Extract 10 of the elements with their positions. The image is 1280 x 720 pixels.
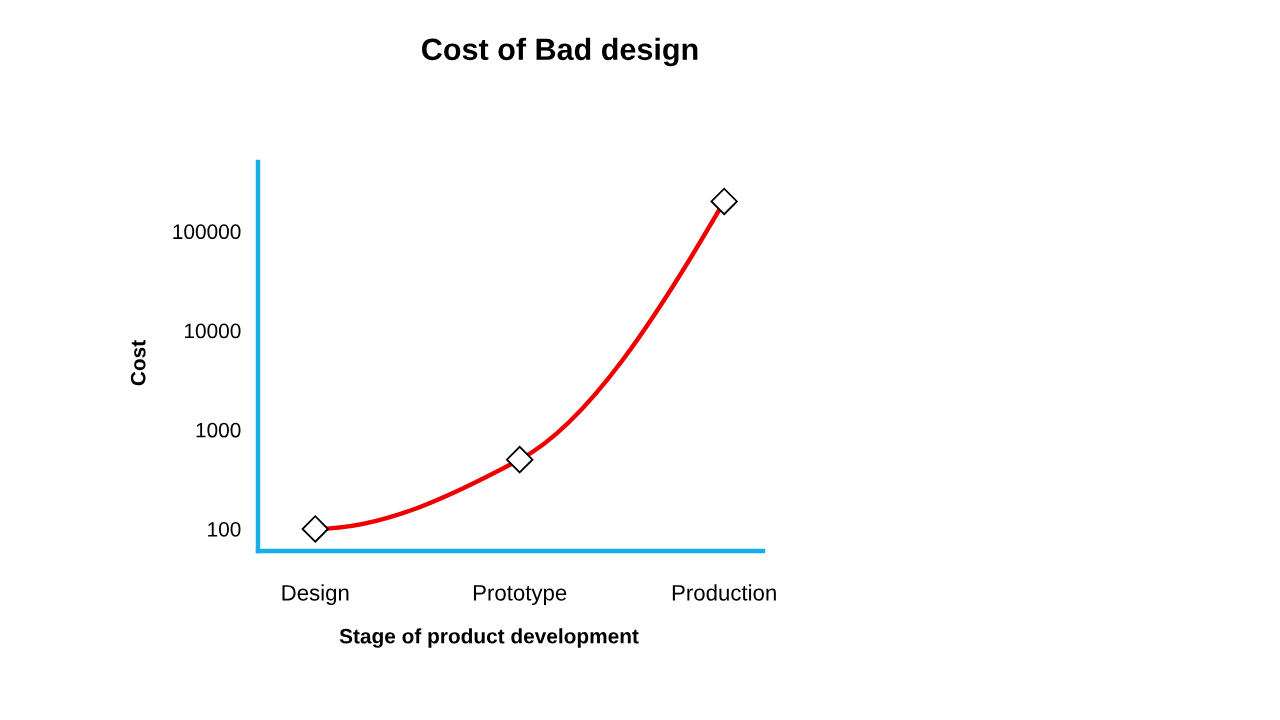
y-tick-label: 100000 bbox=[173, 224, 241, 240]
chart-title: Cost of Bad design bbox=[422, 37, 698, 67]
y-tick-label: 100 bbox=[208, 521, 241, 537]
x-axis-title: Stage of product development bbox=[339, 628, 639, 648]
x-tick-label: Production bbox=[672, 584, 776, 601]
y-axis-title: Cost bbox=[130, 340, 146, 386]
x-tick-label: Design bbox=[282, 584, 349, 606]
x-tick-label: Prototype bbox=[473, 585, 567, 606]
y-tick-label: 1000 bbox=[196, 422, 241, 438]
y-tick-label: 10000 bbox=[185, 323, 241, 339]
